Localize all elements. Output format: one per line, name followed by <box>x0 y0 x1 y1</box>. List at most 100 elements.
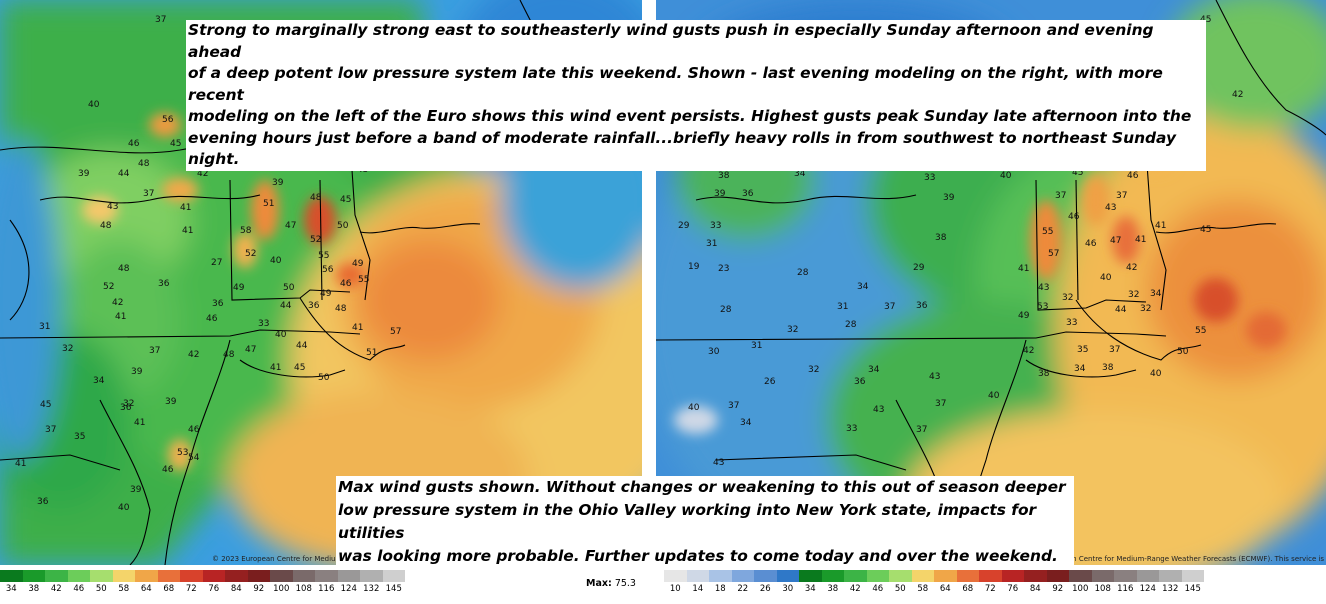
legend-tick-label: 46 <box>73 584 85 594</box>
gust-value-label: 42 <box>112 298 123 308</box>
legend-tick-label: 68 <box>962 584 974 594</box>
legend-swatch <box>1136 570 1159 582</box>
legend-swatch <box>731 570 754 582</box>
gust-value-label: 41 <box>115 312 126 322</box>
gust-value-label: 32 <box>123 399 134 409</box>
legend-tick-label: 68 <box>163 584 175 594</box>
gust-value-label: 37 <box>143 189 154 199</box>
legend-tick-label: 50 <box>95 584 107 594</box>
gust-value-label: 45 <box>170 139 181 149</box>
gust-value-label: 34 <box>794 169 806 179</box>
gust-value-label: 45 <box>294 363 305 373</box>
gust-value-label: 46 <box>1068 212 1080 222</box>
legend-tick-label: 72 <box>185 584 197 594</box>
legend-tick-label: 42 <box>849 584 861 594</box>
legend-swatch <box>1069 570 1092 582</box>
legend-tick-label: 50 <box>894 584 906 594</box>
gust-value-label: 45 <box>340 195 351 205</box>
legend-swatch <box>911 570 934 582</box>
max-label: Max: <box>586 578 612 589</box>
legend-tick-label: 38 <box>28 584 40 594</box>
gust-value-label: 40 <box>688 403 700 413</box>
legend-tick-label: 72 <box>984 584 996 594</box>
gust-value-label: 36 <box>742 189 754 199</box>
gust-value-label: 31 <box>837 302 848 312</box>
legend-swatch <box>1114 570 1137 582</box>
gust-value-label: 33 <box>846 424 857 434</box>
legend-swatch <box>360 570 383 582</box>
legend-swatch <box>0 570 23 582</box>
gust-value-label: 49 <box>1018 311 1030 321</box>
gust-value-label: 42 <box>197 169 208 179</box>
legend-swatch <box>292 570 315 582</box>
legend-swatch <box>45 570 68 582</box>
legend-tick-label: 116 <box>1117 584 1134 594</box>
gust-value-label: 46 <box>206 314 218 324</box>
legend-tick-label: 108 <box>1094 584 1111 594</box>
gust-value-label: 39 <box>272 178 284 188</box>
legend-swatch <box>866 570 889 582</box>
gust-value-label: 34 <box>868 365 880 375</box>
legend-swatch <box>686 570 709 582</box>
legend-swatch <box>112 570 135 582</box>
gust-value-label: 29 <box>678 221 690 231</box>
gust-value-label: 40 <box>1100 273 1112 283</box>
gust-value-label: 44 <box>118 169 130 179</box>
right-gust-labels: 4542414035483834334045463737393936464355… <box>678 15 1243 468</box>
legend-tick-label: 92 <box>253 584 265 594</box>
gust-value-label: 32 <box>1128 290 1139 300</box>
gust-value-label: 36 <box>158 279 170 289</box>
gust-value-label: 40 <box>88 100 100 110</box>
gust-value-label: 48 <box>335 304 347 314</box>
gust-value-label: 33 <box>1066 318 1077 328</box>
gust-value-label: 36 <box>854 377 866 387</box>
gust-value-label: 47 <box>245 345 256 355</box>
gust-value-label: 46 <box>162 465 174 475</box>
gust-value-label: 48 <box>223 350 235 360</box>
legend-tick-label: 84 <box>230 584 242 594</box>
gust-value-label: 43 <box>929 372 940 382</box>
gust-value-label: 32 <box>1140 304 1151 314</box>
gust-value-label: 39 <box>165 397 177 407</box>
gust-value-label: 31 <box>751 341 762 351</box>
gust-value-label: 50 <box>283 283 295 293</box>
legend-tick-label: 30 <box>782 584 794 594</box>
gust-value-label: 37 <box>155 15 166 25</box>
gust-value-label: 44 <box>296 341 308 351</box>
legend-swatch <box>337 570 360 582</box>
legend-swatch <box>157 570 180 582</box>
gust-value-label: 43 <box>1038 283 1049 293</box>
legend-swatch <box>1024 570 1047 582</box>
gust-value-label: 36 <box>916 301 928 311</box>
gust-value-label: 45 <box>40 400 51 410</box>
gust-value-label: 44 <box>1115 305 1127 315</box>
legend-swatch <box>934 570 957 582</box>
gust-value-label: 36 <box>308 301 320 311</box>
gust-value-label: 51 <box>366 348 377 358</box>
gust-value-label: 55 <box>318 251 329 261</box>
gust-value-label: 46 <box>1127 171 1139 181</box>
gust-value-label: 51 <box>263 199 274 209</box>
gust-value-label: 43 <box>1105 203 1116 213</box>
gust-value-label: 41 <box>15 459 26 469</box>
gust-value-label: 39 <box>943 193 955 203</box>
gust-value-label: 37 <box>1109 345 1120 355</box>
gust-value-label: 39 <box>131 367 143 377</box>
gust-value-label: 49 <box>320 289 332 299</box>
gust-value-label: 42 <box>1023 346 1034 356</box>
legend-swatch <box>90 570 113 582</box>
right-color-legend: 10 14 18 22 26 30 34 38 42 46 50 58 64 68 72 76 84 92 100 1… <box>656 570 1326 604</box>
gust-value-label: 43 <box>107 202 118 212</box>
gust-value-label: 40 <box>988 391 1000 401</box>
gust-value-label: 26 <box>764 377 776 387</box>
gust-value-label: 58 <box>240 226 252 236</box>
gust-value-label: 33 <box>710 221 721 231</box>
gust-value-label: 40 <box>1150 369 1162 379</box>
legend-swatch <box>664 570 687 582</box>
gust-value-label: 28 <box>720 305 732 315</box>
legend-swatch <box>22 570 45 582</box>
legend-swatch <box>135 570 158 582</box>
gust-value-label: 34 <box>93 376 105 386</box>
gust-value-label: 46 <box>188 425 200 435</box>
legend-swatch <box>1001 570 1024 582</box>
